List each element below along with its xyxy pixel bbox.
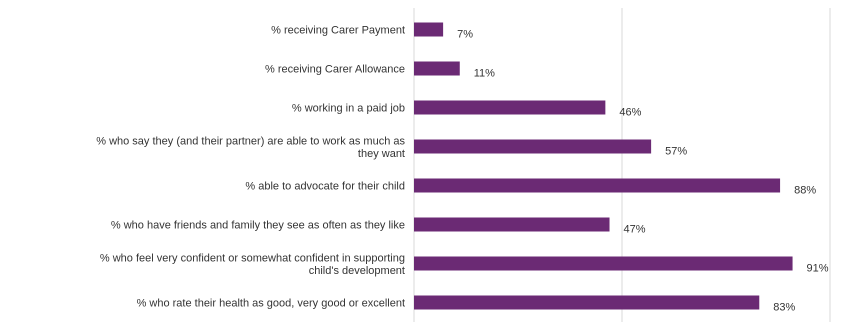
category-label-1: % receiving Carer Allowance bbox=[265, 64, 405, 76]
gridlines bbox=[413, 8, 831, 322]
category-label-line: % who say they (and their partner) are a… bbox=[96, 135, 405, 147]
category-label-line: % who rate their health as good, very go… bbox=[137, 298, 405, 310]
category-label-line: % receiving Carer Allowance bbox=[265, 64, 405, 76]
bars bbox=[414, 22, 793, 310]
category-label-5: % who have friends and family they see a… bbox=[111, 220, 405, 232]
bar-4 bbox=[414, 178, 781, 193]
data-label-6: 91% bbox=[807, 263, 829, 275]
bar-0 bbox=[414, 22, 444, 37]
category-label-line: % who have friends and family they see a… bbox=[111, 220, 405, 232]
category-labels: % receiving Carer Payment % receiving Car… bbox=[96, 25, 405, 310]
bar-2 bbox=[414, 100, 606, 115]
bar-5 bbox=[414, 217, 610, 232]
category-label-4: % able to advocate for their child bbox=[245, 181, 405, 193]
bar-7 bbox=[414, 295, 760, 310]
category-label-2: % working in a paid job bbox=[292, 103, 405, 115]
category-label-line: % who feel very confident or somewhat co… bbox=[100, 252, 405, 264]
bar-1 bbox=[414, 61, 460, 76]
category-label-line: % working in a paid job bbox=[292, 103, 405, 115]
data-label-3: 57% bbox=[665, 146, 687, 158]
bar-6 bbox=[414, 256, 793, 271]
data-label-0: 7% bbox=[457, 29, 473, 41]
category-label-line: child's development bbox=[309, 265, 405, 277]
category-label-6: % who feel very confident or somewhat co… bbox=[100, 252, 405, 277]
category-label-line: they want bbox=[358, 148, 405, 160]
category-label-7: % who rate their health as good, very go… bbox=[137, 298, 405, 310]
data-labels: 7% 11% 46% 57% 88% 47% 91% 83% bbox=[457, 29, 829, 314]
data-label-5: 47% bbox=[624, 224, 646, 236]
bar-3 bbox=[414, 139, 652, 154]
category-label-0: % receiving Carer Payment bbox=[271, 25, 405, 37]
data-label-1: 11% bbox=[474, 68, 495, 80]
category-label-line: % receiving Carer Payment bbox=[271, 25, 405, 37]
category-label-line: % able to advocate for their child bbox=[245, 181, 405, 193]
category-label-3: % who say they (and their partner) are a… bbox=[96, 135, 405, 160]
data-label-4: 88% bbox=[794, 185, 816, 197]
data-label-2: 46% bbox=[619, 107, 641, 119]
data-label-7: 83% bbox=[773, 302, 795, 314]
